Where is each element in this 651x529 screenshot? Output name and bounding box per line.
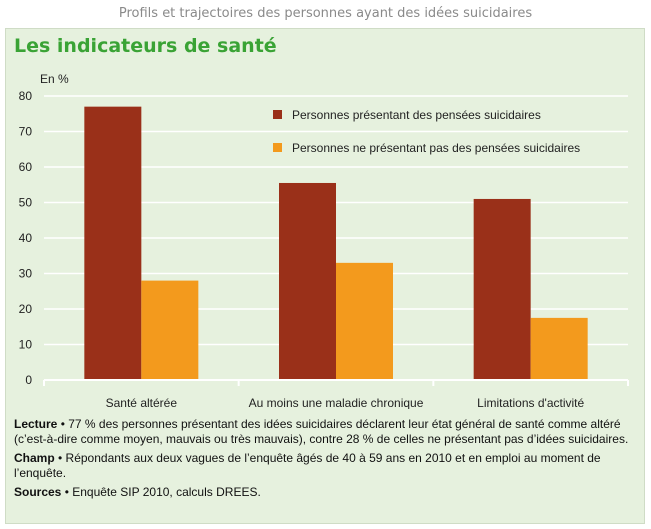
notes: Lecture • 77 % des personnes présentant … [14, 417, 636, 504]
y-tick-label: 40 [19, 231, 33, 245]
legend-swatch [273, 110, 282, 119]
bar [530, 317, 588, 380]
y-tick-label: 80 [19, 89, 33, 103]
y-tick-label: 0 [25, 373, 32, 387]
page-header: Profils et trajectoires des personnes ay… [118, 6, 533, 21]
y-tick-label: 50 [19, 196, 33, 210]
x-category-label: Santé altérée [106, 396, 178, 409]
bar [84, 106, 142, 381]
note-champ: Champ • Répondants aux deux vagues de l’… [14, 451, 636, 481]
bar [336, 262, 393, 380]
figure-panel: Les indicateurs de santé En % 0 10 20 30 40 5… [5, 28, 645, 524]
legend-swatch [273, 143, 282, 152]
note-lecture: Lecture • 77 % des personnes présentant … [14, 417, 636, 447]
y-axis-unit-label: En % [40, 72, 69, 86]
y-tick-label: 30 [19, 267, 33, 281]
note-lecture-label: Lecture [14, 417, 58, 431]
x-category-label: Au moins une maladie chronique [249, 396, 424, 409]
y-tick-label: 10 [19, 338, 33, 352]
bar [473, 198, 531, 380]
note-champ-label: Champ [14, 451, 55, 465]
y-tick-label: 70 [19, 125, 33, 139]
x-category-label: Limitations d'activité [477, 396, 584, 409]
y-tick-label: 20 [19, 302, 33, 316]
panel-title: Les indicateurs de santé [14, 35, 277, 57]
bar [141, 280, 199, 380]
legend-label: Personnes ne présentant pas des pensées … [292, 141, 580, 155]
note-sources: Sources • Enquête SIP 2010, calculs DREE… [14, 485, 636, 500]
note-sources-label: Sources [14, 485, 62, 499]
note-sources-text: • Enquête SIP 2010, calculs DREES. [61, 485, 261, 499]
y-tick-label: 60 [19, 160, 33, 174]
note-champ-text: • Répondants aux deux vagues de l’enquêt… [14, 451, 601, 480]
bar-chart: 0 10 20 30 40 50 60 70 80 Santé altérée Au moins u… [19, 89, 629, 409]
bar [279, 182, 336, 380]
note-lecture-text: • 77 % des personnes présentant des idée… [14, 417, 629, 446]
legend-label: Personnes présentant des pensées suicida… [292, 108, 541, 122]
